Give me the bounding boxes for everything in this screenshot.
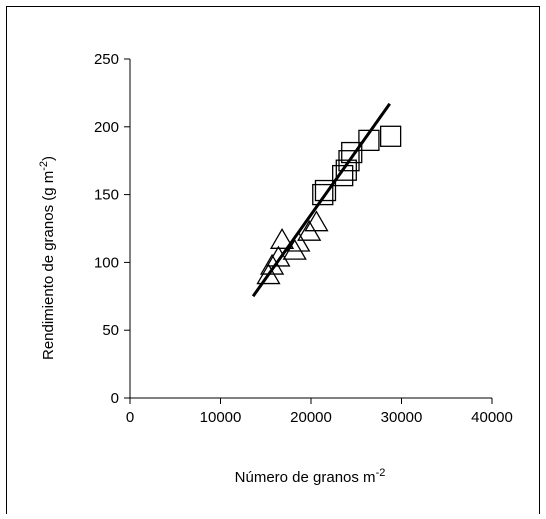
axes: 0 50 100 150 200 250 0 10000 20000 30000 40000 (94, 51, 513, 426)
x-tick-label: 40000 (471, 409, 513, 426)
square-point (379, 125, 402, 147)
triangle-point (269, 228, 295, 249)
square-point (332, 164, 354, 187)
x-axis-label: Número de granos m-2 (235, 467, 386, 486)
data-marks (251, 102, 402, 298)
y-tick-label: 0 (111, 390, 119, 407)
y-tick-label: 250 (94, 51, 119, 68)
x-tick-label: 10000 (200, 409, 242, 426)
trend-line (251, 102, 391, 298)
y-tick-label: 100 (94, 254, 119, 271)
x-axis-label-text: Número de granos m (235, 469, 376, 486)
y-tick-label: 50 (102, 322, 119, 339)
triangle-point (304, 210, 329, 232)
y-axis-label-superscript: -2 (38, 161, 50, 171)
x-axis-label-superscript: -2 (376, 467, 386, 479)
square-point (312, 183, 334, 206)
triangle-point (266, 245, 291, 267)
y-tick-label: 200 (94, 119, 119, 136)
y-axis-label: Rendimiento de granos (g m-2) (38, 156, 57, 360)
square-point (314, 179, 337, 202)
x-tick-label: 20000 (290, 409, 332, 426)
x-tick-label: 0 (126, 409, 134, 426)
square-point (341, 141, 363, 164)
y-axis-label-close: ) (40, 156, 57, 161)
square-point (338, 150, 360, 172)
y-axis-label-text: Rendimiento de granos (g m (40, 171, 57, 360)
chart-border (6, 6, 540, 517)
square-point (358, 129, 380, 152)
triangle-point (282, 238, 307, 260)
y-tick-label: 150 (94, 187, 119, 204)
x-tick-label: 30000 (381, 409, 423, 426)
triangle-point (259, 253, 285, 275)
